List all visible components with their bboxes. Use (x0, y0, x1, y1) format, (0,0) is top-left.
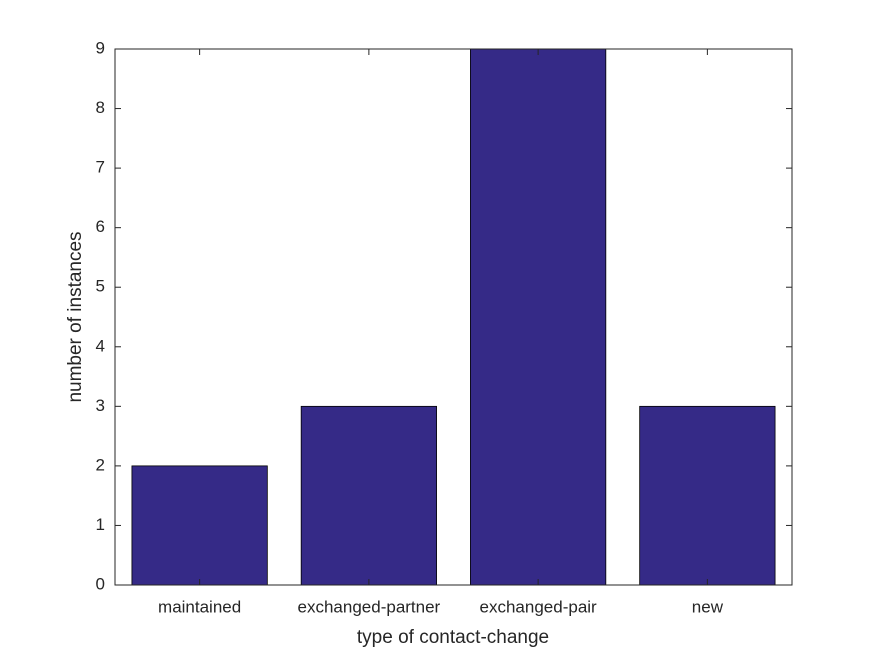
bar (639, 405, 776, 586)
y-tick-label: 7 (96, 158, 105, 177)
y-tick-label: 2 (96, 455, 105, 474)
x-axis-label: type of contact-change (357, 627, 549, 648)
y-tick-label: 1 (96, 515, 105, 534)
y-tick-label: 0 (96, 574, 105, 593)
x-tick-label: exchanged-partner (298, 597, 441, 616)
y-tick-label: 4 (96, 336, 105, 355)
y-tick-label: 3 (96, 396, 105, 415)
x-tick-label: new (692, 597, 724, 616)
y-axis-label: number of instances (65, 231, 86, 402)
bar (131, 465, 268, 586)
y-tick-label: 6 (96, 217, 105, 236)
bar (470, 48, 607, 586)
bar (300, 405, 437, 586)
axes-box (114, 48, 793, 586)
y-tick-label: 9 (96, 38, 105, 57)
x-tick-label: exchanged-pair (480, 597, 598, 616)
y-tick-label: 5 (96, 277, 105, 296)
x-tick-label: maintained (158, 597, 241, 616)
y-tick-label: 8 (96, 98, 105, 117)
